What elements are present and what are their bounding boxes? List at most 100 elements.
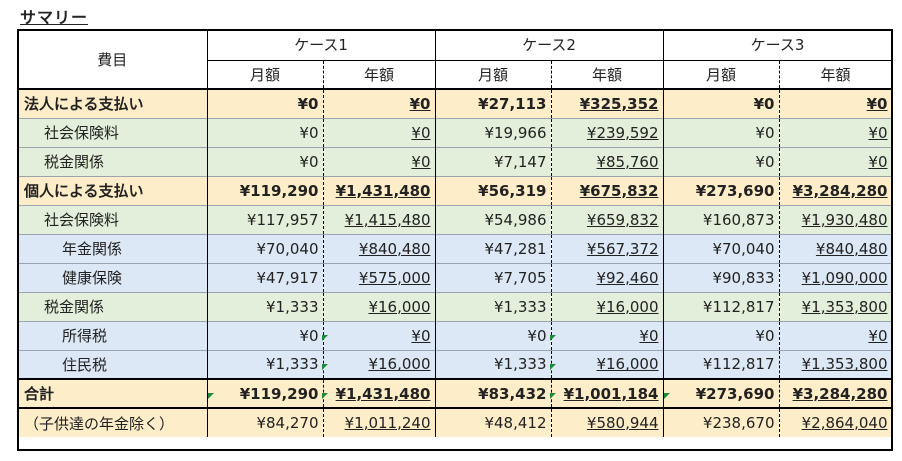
monthly-value-cell[interactable]: ¥0 (207, 117, 324, 147)
monthly-value-cell[interactable]: ¥56,319 (435, 175, 552, 205)
monthly-value-cell[interactable]: ¥0 (663, 89, 780, 118)
monthly-value-cell[interactable]: ¥1,333 (435, 349, 552, 379)
row-label[interactable]: 法人による支払い (18, 89, 208, 118)
row-label[interactable]: 社会保険料 (18, 204, 208, 234)
row-label[interactable]: 税金関係 (18, 291, 208, 321)
monthly-value-cell[interactable]: ¥117,957 (207, 204, 324, 234)
yearly-value-cell[interactable]: ¥1,011,240 (323, 407, 436, 437)
yearly-value-cell[interactable]: ¥567,372 (551, 233, 664, 263)
table-row: 住民税 ¥1,333 ¥16,000 ¥1,333 ¥16,000 ¥112,817 ¥1,… (18, 349, 893, 379)
yearly-value-cell[interactable]: ¥1,415,480 (323, 204, 436, 234)
yearly-value-cell[interactable]: ¥85,760 (551, 146, 664, 176)
yearly-value: ¥567,372 (586, 239, 659, 258)
monthly-value-cell[interactable]: ¥7,705 (435, 262, 552, 292)
yearly-value: ¥0 (411, 123, 431, 142)
monthly-value-cell[interactable]: ¥119,290 (207, 378, 324, 408)
yearly-value-cell[interactable]: ¥3,284,280 (779, 175, 893, 205)
monthly-value-cell[interactable]: ¥273,690 (663, 378, 780, 408)
monthly-value-cell[interactable]: ¥112,817 (663, 349, 780, 379)
monthly-value-cell[interactable]: ¥0 (435, 320, 552, 350)
header-monthly: 月額 (207, 60, 324, 90)
monthly-value-cell[interactable]: ¥1,333 (207, 349, 324, 379)
yearly-value-cell[interactable]: ¥0 (323, 117, 436, 147)
yearly-value-cell[interactable]: ¥575,000 (323, 262, 436, 292)
yearly-value-cell[interactable]: ¥1,431,480 (323, 378, 436, 408)
yearly-value-cell[interactable]: ¥325,352 (551, 89, 664, 118)
monthly-value-cell[interactable]: ¥47,281 (435, 233, 552, 263)
yearly-value-cell[interactable]: ¥1,090,000 (779, 262, 893, 292)
monthly-value-cell[interactable]: ¥54,986 (435, 204, 552, 234)
yearly-value-cell[interactable]: ¥0 (779, 146, 893, 176)
monthly-value-cell[interactable]: ¥48,412 (435, 407, 552, 437)
yearly-value-cell[interactable]: ¥0 (779, 320, 893, 350)
yearly-value-cell[interactable]: ¥16,000 (551, 349, 664, 379)
row-label[interactable]: 健康保険 (18, 262, 208, 292)
monthly-value-cell[interactable]: ¥83,432 (435, 378, 552, 408)
yearly-value-cell[interactable]: ¥16,000 (323, 291, 436, 321)
monthly-value-cell[interactable]: ¥70,040 (207, 233, 324, 263)
sheet-title: サマリー (20, 8, 89, 27)
monthly-value-cell[interactable]: ¥160,873 (663, 204, 780, 234)
monthly-value-cell[interactable]: ¥1,333 (207, 291, 324, 321)
yearly-value-cell[interactable]: ¥239,592 (551, 117, 664, 147)
monthly-value-cell[interactable]: ¥0 (663, 146, 780, 176)
row-label[interactable]: 所得税 (18, 320, 208, 350)
monthly-value: ¥0 (527, 326, 547, 345)
monthly-value-cell[interactable]: ¥0 (207, 89, 324, 118)
row-label[interactable]: 合計 (18, 378, 208, 408)
yearly-value-cell[interactable]: ¥840,480 (323, 233, 436, 263)
monthly-value-cell[interactable]: ¥19,966 (435, 117, 552, 147)
yearly-value-cell[interactable]: ¥1,930,480 (779, 204, 893, 234)
monthly-value-cell[interactable]: ¥273,690 (663, 175, 780, 205)
row-label[interactable]: 社会保険料 (18, 117, 208, 147)
yearly-value: ¥3,284,280 (792, 384, 888, 403)
table-row: 年金関係 ¥70,040 ¥840,480 ¥47,281 ¥567,372 ¥70,04… (18, 233, 893, 263)
monthly-value-cell[interactable]: ¥70,040 (663, 233, 780, 263)
monthly-value: ¥0 (299, 123, 319, 142)
yearly-value-cell[interactable]: ¥840,480 (779, 233, 893, 263)
yearly-value-cell[interactable]: ¥0 (551, 320, 664, 350)
monthly-value-cell[interactable]: ¥119,290 (207, 175, 324, 205)
yearly-value-cell[interactable]: ¥1,353,800 (779, 349, 893, 379)
yearly-value-cell[interactable]: ¥0 (323, 146, 436, 176)
monthly-value: ¥119,290 (239, 181, 319, 200)
monthly-value-cell[interactable]: ¥84,270 (207, 407, 324, 437)
monthly-value-cell[interactable]: ¥0 (663, 117, 780, 147)
yearly-value-cell[interactable]: ¥92,460 (551, 262, 664, 292)
yearly-value-cell[interactable]: ¥2,864,040 (779, 407, 893, 437)
monthly-value-cell[interactable]: ¥0 (207, 320, 324, 350)
error-indicator-icon (664, 393, 670, 399)
row-label[interactable]: （子供達の年金除く） (18, 407, 208, 437)
yearly-value-cell[interactable]: ¥1,431,480 (323, 175, 436, 205)
yearly-value: ¥1,431,480 (335, 384, 431, 403)
monthly-value-cell[interactable]: ¥27,113 (435, 89, 552, 118)
monthly-value-cell[interactable]: ¥112,817 (663, 291, 780, 321)
monthly-value-cell[interactable]: ¥47,917 (207, 262, 324, 292)
yearly-value-cell[interactable]: ¥580,944 (551, 407, 664, 437)
monthly-value-cell[interactable]: ¥90,833 (663, 262, 780, 292)
yearly-value-cell[interactable]: ¥675,832 (551, 175, 664, 205)
row-label[interactable]: 税金関係 (18, 146, 208, 176)
monthly-value-cell[interactable]: ¥0 (663, 320, 780, 350)
row-label[interactable]: 個人による支払い (18, 175, 208, 205)
monthly-value: ¥0 (755, 123, 775, 142)
monthly-value: ¥7,147 (494, 152, 547, 171)
yearly-value-cell[interactable]: ¥16,000 (551, 291, 664, 321)
table-row: 社会保険料 ¥0 ¥0 ¥19,966 ¥239,592 ¥0 ¥0 (18, 117, 893, 147)
monthly-value-cell[interactable]: ¥238,670 (663, 407, 780, 437)
yearly-value-cell[interactable]: ¥1,001,184 (551, 378, 664, 408)
yearly-value-cell[interactable]: ¥16,000 (323, 349, 436, 379)
monthly-value-cell[interactable]: ¥0 (207, 146, 324, 176)
row-label[interactable]: 住民税 (18, 349, 208, 379)
yearly-value-cell[interactable]: ¥3,284,280 (779, 378, 893, 408)
monthly-value-cell[interactable]: ¥7,147 (435, 146, 552, 176)
yearly-value-cell[interactable]: ¥0 (779, 89, 893, 118)
monthly-value-cell[interactable]: ¥1,333 (435, 291, 552, 321)
yearly-value: ¥16,000 (596, 355, 659, 374)
yearly-value-cell[interactable]: ¥1,353,800 (779, 291, 893, 321)
row-label[interactable]: 年金関係 (18, 233, 208, 263)
yearly-value-cell[interactable]: ¥0 (323, 320, 436, 350)
yearly-value-cell[interactable]: ¥659,832 (551, 204, 664, 234)
yearly-value-cell[interactable]: ¥0 (323, 89, 436, 118)
yearly-value-cell[interactable]: ¥0 (779, 117, 893, 147)
